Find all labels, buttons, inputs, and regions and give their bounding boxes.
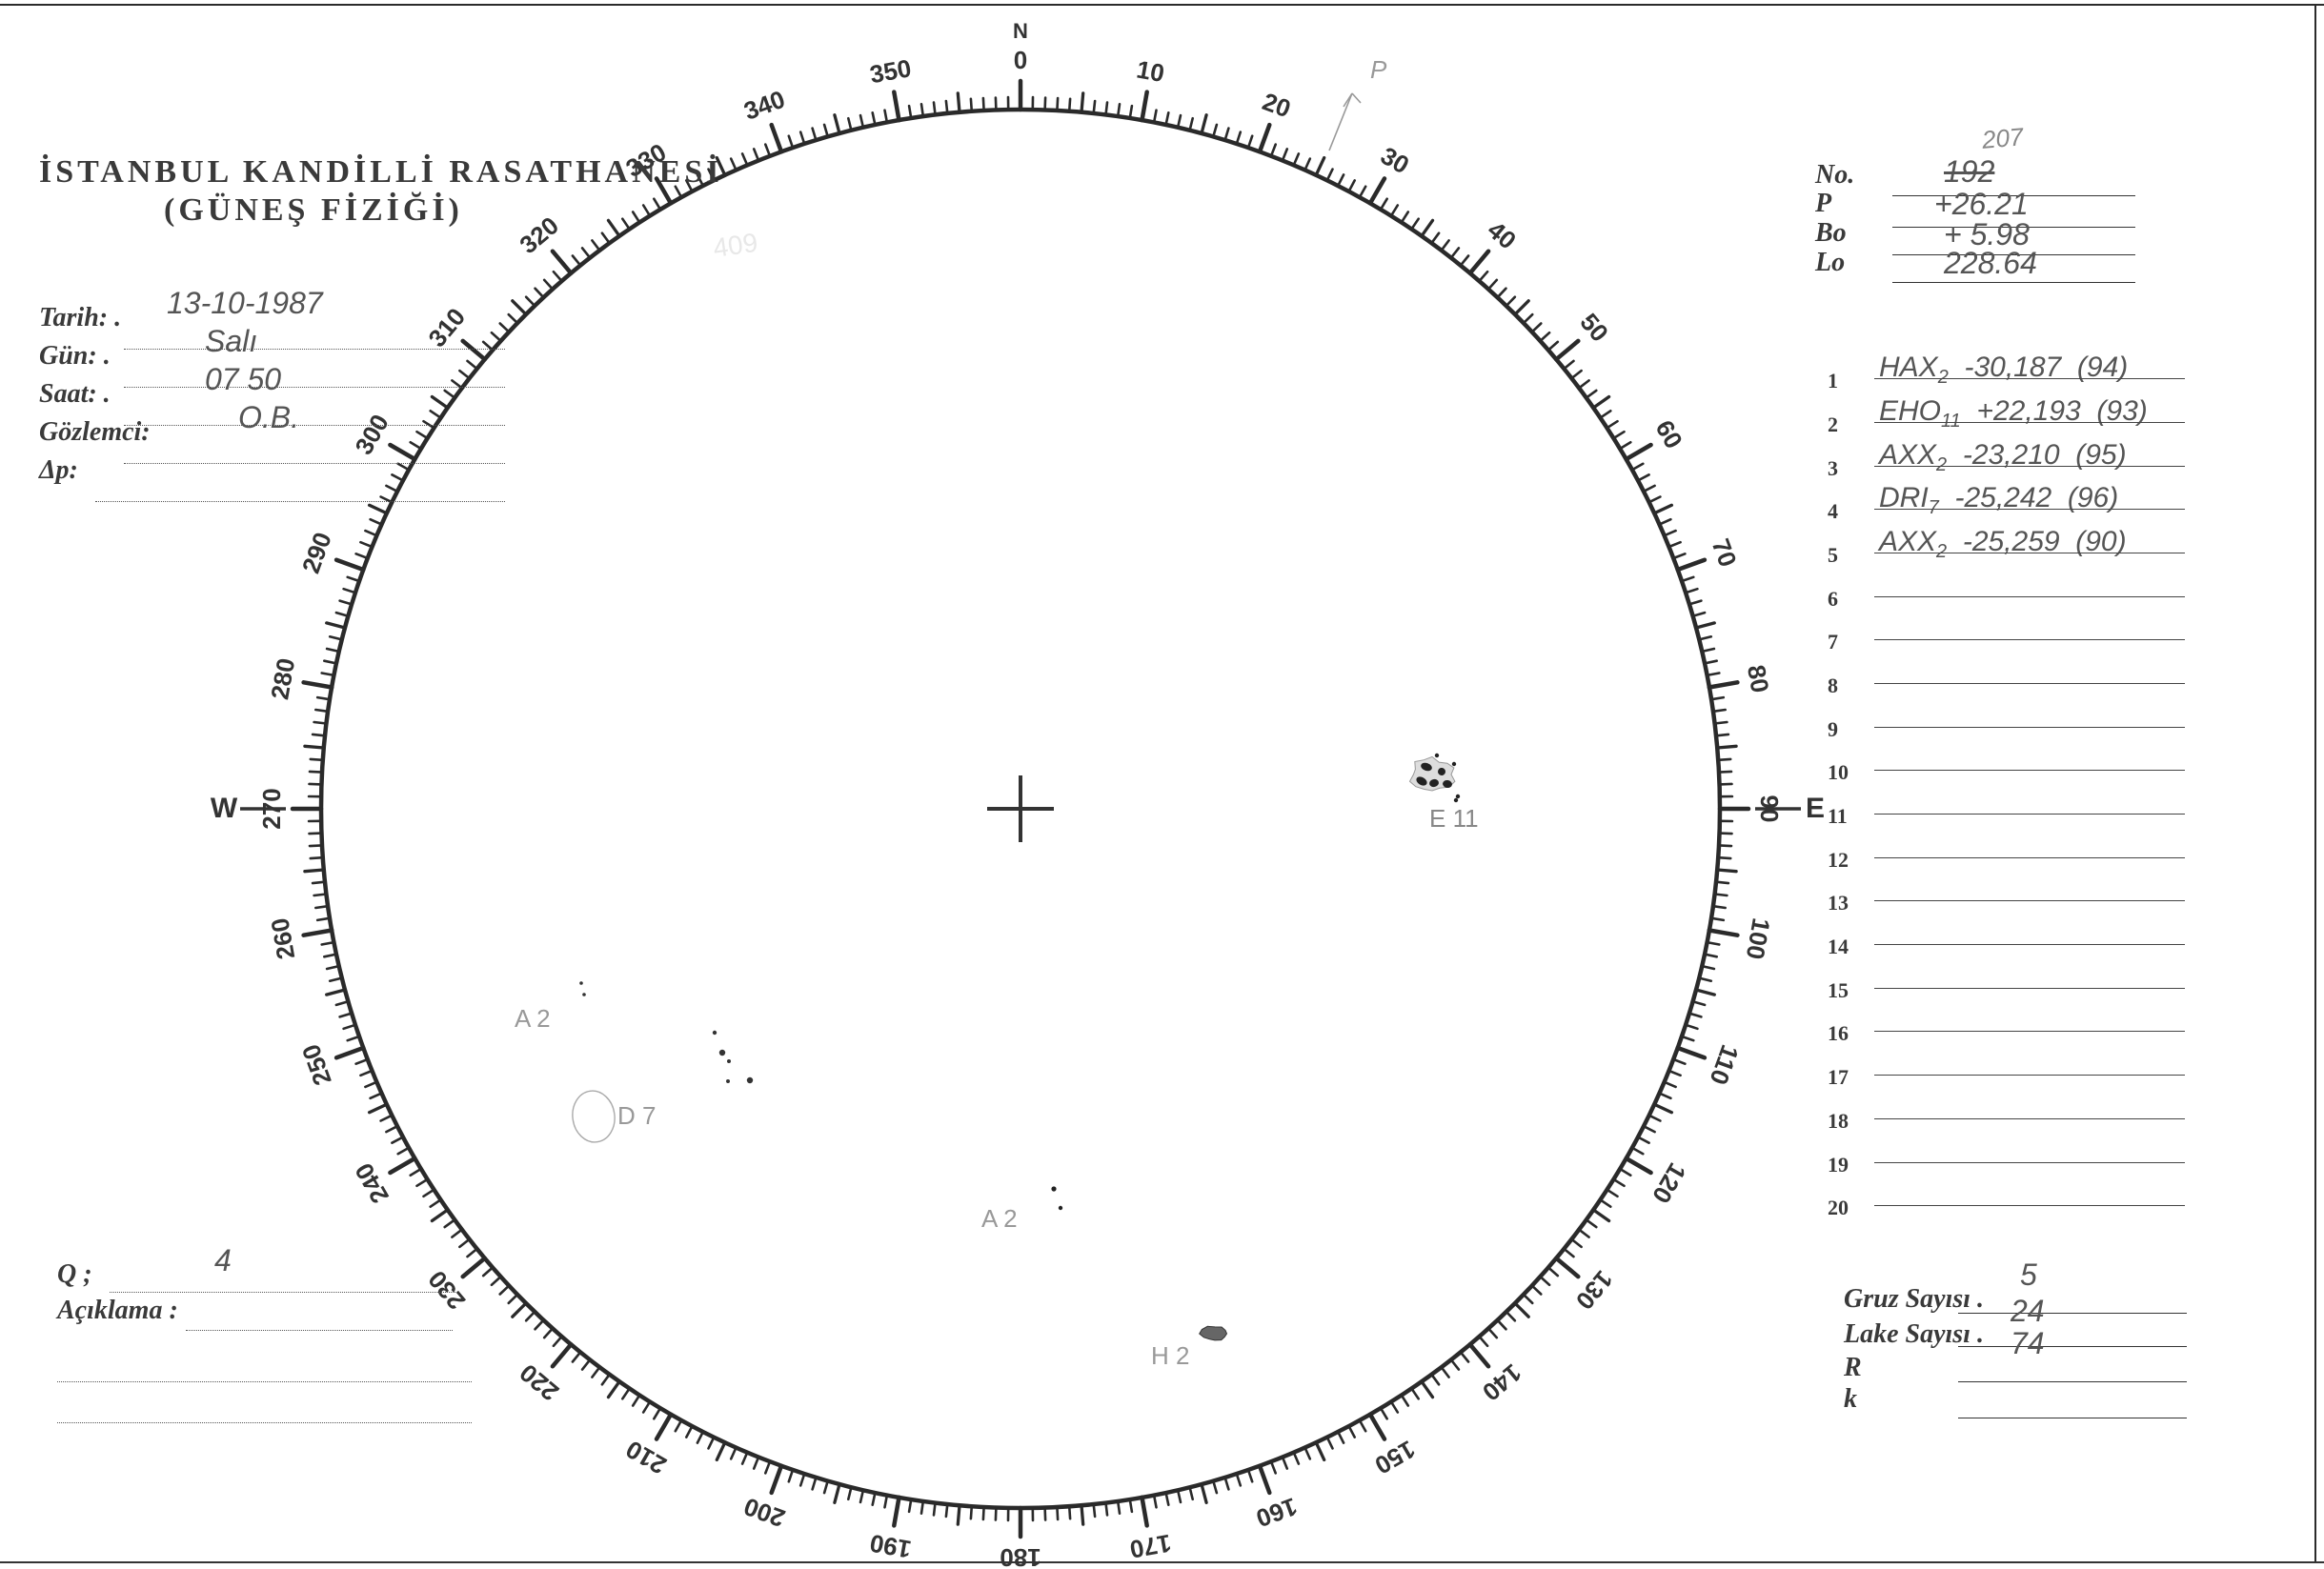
svg-text:H 2: H 2 bbox=[1151, 1341, 1189, 1370]
svg-text:D 7: D 7 bbox=[617, 1101, 656, 1130]
svg-text:E 11: E 11 bbox=[1429, 804, 1479, 833]
svg-text:A 2: A 2 bbox=[981, 1204, 1018, 1233]
svg-text:A 2: A 2 bbox=[515, 1004, 551, 1033]
